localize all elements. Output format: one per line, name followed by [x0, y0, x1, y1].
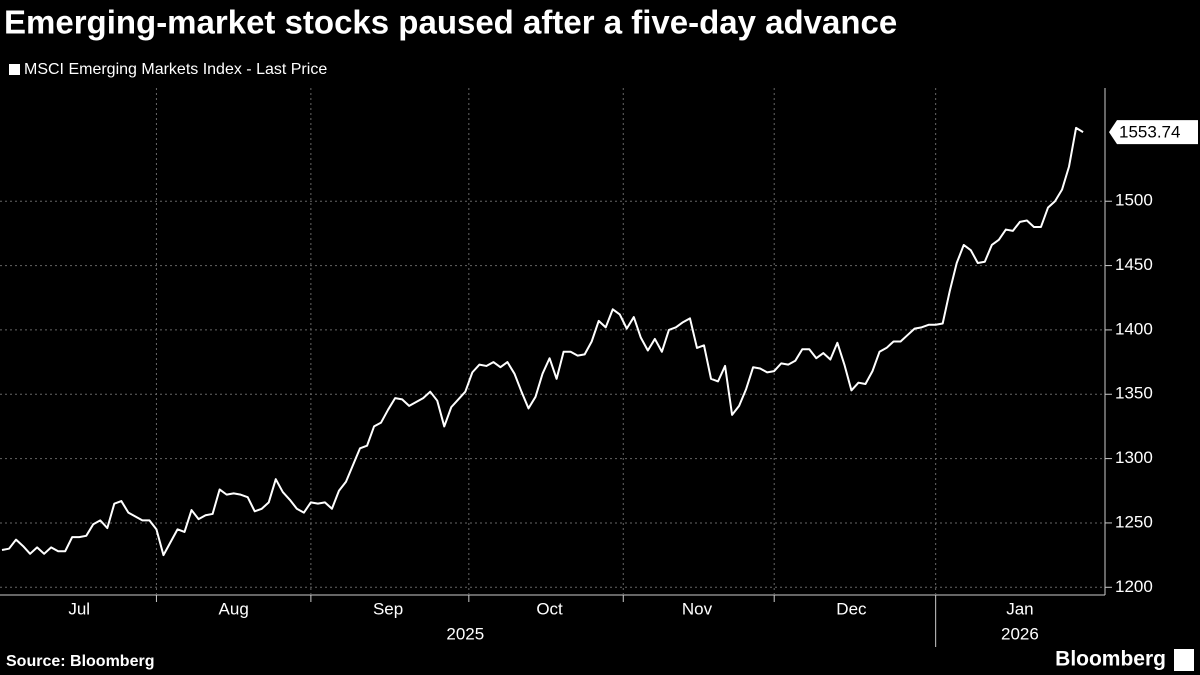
y-tick-label: 1300 — [1115, 448, 1153, 467]
year-label: 2025 — [446, 624, 484, 643]
x-tick-label: Oct — [536, 599, 563, 618]
y-tick-label: 1350 — [1115, 384, 1153, 403]
y-tick-label: 1200 — [1115, 577, 1153, 596]
x-tick-label: Jan — [1006, 599, 1033, 618]
x-tick-label: Sep — [373, 599, 403, 618]
price-line — [1, 126, 1084, 557]
x-tick-label: Nov — [682, 599, 713, 618]
y-tick-label: 1500 — [1115, 191, 1153, 210]
year-label: 2026 — [1001, 624, 1039, 643]
legend-label: MSCI Emerging Markets Index - Last Price — [24, 61, 327, 78]
brand-icon — [1174, 649, 1194, 671]
x-tick-label: Dec — [836, 599, 867, 618]
chart-title: Emerging-market stocks paused after a fi… — [4, 4, 897, 41]
last-price-tag — [1109, 120, 1198, 145]
last-price-label: 1553.74 — [1119, 123, 1180, 142]
source: Source: Bloomberg — [6, 653, 154, 670]
y-tick-label: 1250 — [1115, 512, 1153, 531]
y-tick-label: 1400 — [1115, 319, 1153, 338]
legend-swatch — [9, 64, 20, 75]
x-tick-label: Aug — [219, 599, 249, 618]
brand-logo: Bloomberg — [1055, 648, 1166, 671]
x-tick-label: Jul — [68, 599, 90, 618]
y-tick-label: 1450 — [1115, 255, 1153, 274]
